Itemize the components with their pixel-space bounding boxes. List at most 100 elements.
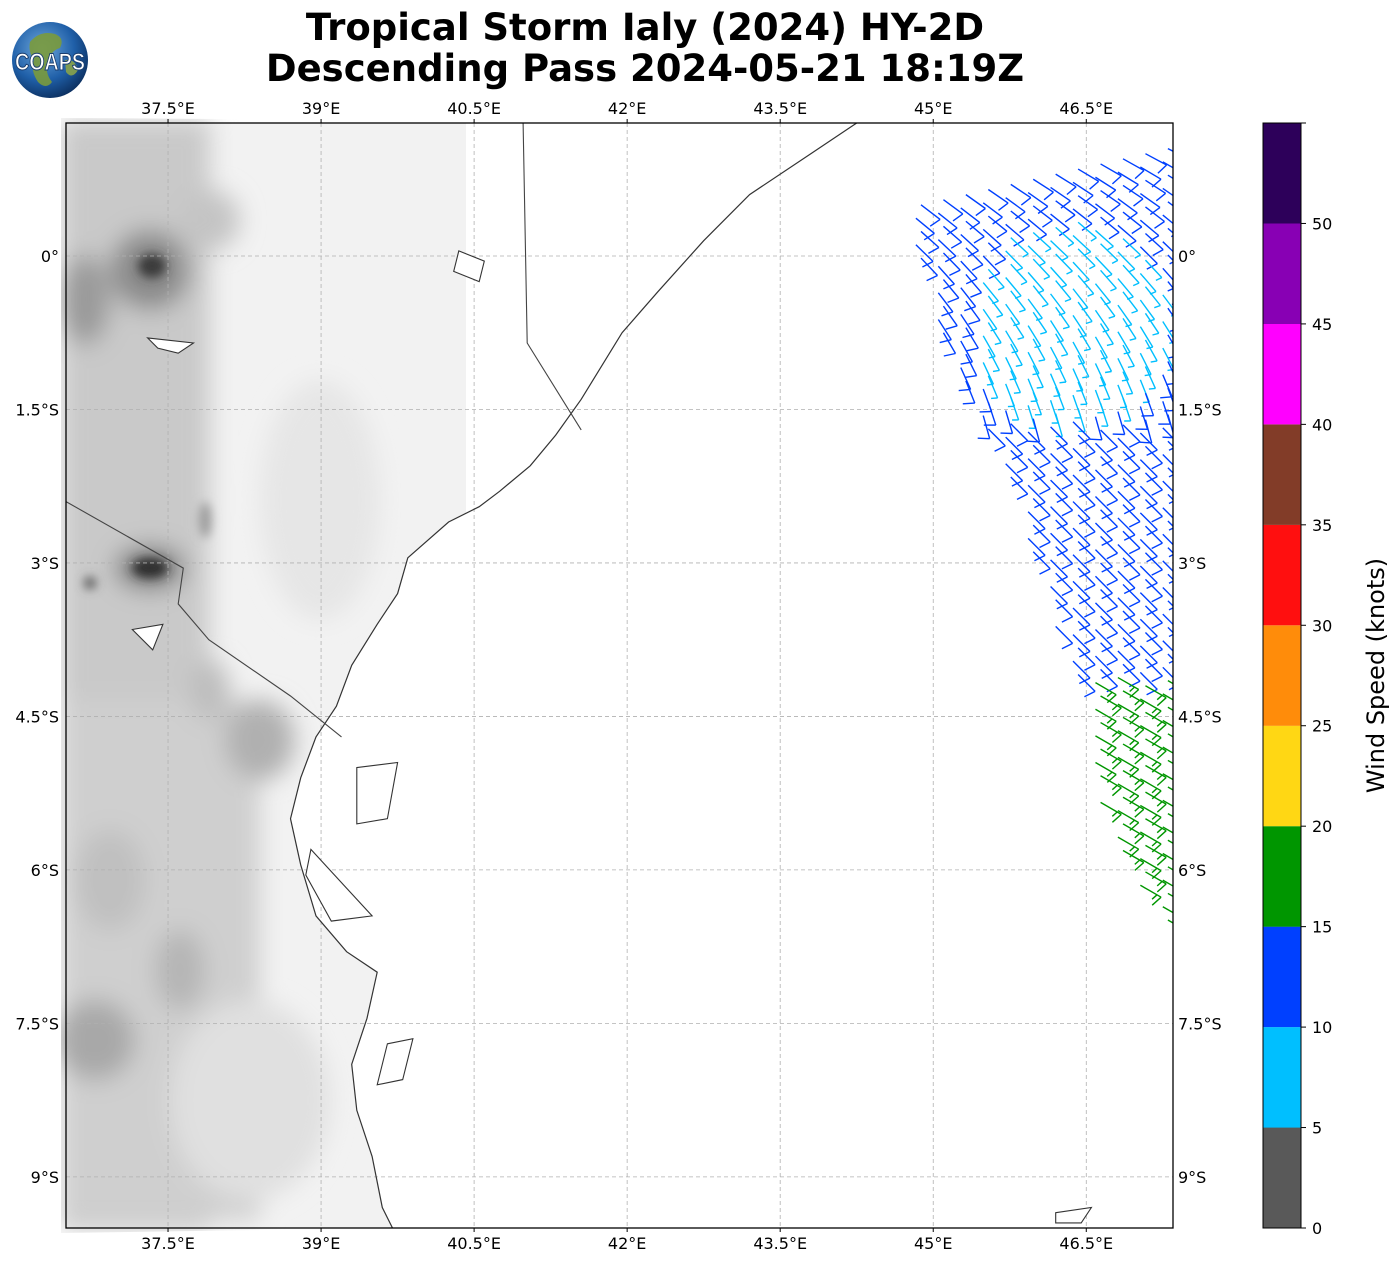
lat-tick-label-left: 7.5°S [15, 1014, 59, 1033]
wind-barb [1100, 429, 1118, 453]
lon-tick-label-bottom: 42°E [608, 1234, 646, 1253]
wind-barb [1167, 520, 1173, 528]
wind-barb [1139, 671, 1158, 696]
colorbar-bin [1263, 625, 1301, 726]
wind-barb [1072, 181, 1094, 204]
wind-barb [1167, 733, 1173, 738]
wind-barb [1032, 498, 1051, 522]
wind-barb [1049, 346, 1063, 371]
wind-barb [1032, 338, 1046, 362]
wind-barb [1162, 480, 1173, 505]
wind-barb [915, 217, 935, 241]
wind-barb [1162, 719, 1173, 728]
wind-barb [960, 313, 975, 339]
wind-barb [920, 257, 939, 282]
colorbar-tick-label: 30 [1312, 616, 1332, 635]
wind-barb [1122, 184, 1144, 207]
wind-barb [1162, 666, 1173, 691]
colorbar-label: Wind Speed (knots) [1362, 558, 1390, 793]
wind-barb [1010, 183, 1032, 206]
wind-barb [1077, 567, 1096, 592]
wind-barb [1100, 269, 1117, 292]
wind-barb [1145, 818, 1167, 840]
wind-barb [987, 188, 1009, 211]
colorbar-tick-label: 25 [1312, 717, 1332, 736]
wind-barb [987, 348, 1001, 373]
wind-barb [1162, 241, 1173, 265]
wind-barb [1055, 625, 1074, 650]
wind-barb [965, 247, 984, 271]
wind-barb [1122, 530, 1141, 555]
wind-barb [1027, 218, 1048, 242]
wind-barb [1099, 349, 1113, 374]
wind-barb [920, 230, 940, 255]
wind-barb [1010, 396, 1020, 421]
wind-barb [1077, 461, 1096, 485]
wind-barb [1055, 439, 1074, 464]
wind-barb [1050, 293, 1066, 316]
wind-barb [1117, 198, 1138, 221]
wind-barb [1077, 221, 1097, 242]
wind-barb [1100, 748, 1122, 770]
wind-barb [1032, 311, 1048, 335]
wind-barb [1144, 472, 1163, 496]
wind-barb [1077, 328, 1092, 352]
wind-barb [1055, 306, 1070, 330]
wind-barb [1055, 492, 1074, 517]
wind-barb [1144, 259, 1163, 282]
colorbar-tick-label: 10 [1312, 1018, 1332, 1037]
wind-barb [1077, 301, 1093, 325]
wind-barb [1167, 281, 1173, 306]
wind-barb [1167, 467, 1173, 474]
wind-barb [1122, 318, 1137, 341]
wind-barb [1122, 477, 1141, 502]
lat-tick-label-right: 7.5°S [1178, 1014, 1222, 1033]
wind-barb [1072, 235, 1092, 256]
wind-barb [1145, 206, 1165, 229]
wind-barb [1122, 158, 1145, 180]
wind-barb [1055, 200, 1076, 223]
wind-barb [1117, 224, 1137, 248]
wind-barb [1122, 238, 1141, 259]
wind-barb [1055, 280, 1072, 303]
wind-barb [1162, 294, 1173, 317]
wind-barb [1144, 578, 1163, 603]
wind-barb [1010, 317, 1025, 340]
lon-tick-label-top: 43.5°E [753, 99, 807, 118]
lat-tick-label-right: 6°S [1178, 861, 1206, 880]
wind-barb [962, 380, 976, 405]
wind-barb [1167, 307, 1173, 332]
wind-barb [1145, 153, 1168, 174]
wind-barb [1122, 796, 1145, 818]
wind-barb [1167, 493, 1173, 501]
wind-barb [1144, 366, 1157, 390]
wind-barb [1122, 291, 1139, 314]
wind-barb [1100, 562, 1118, 586]
wind-barb [1050, 213, 1070, 237]
wind-barb [1089, 416, 1103, 441]
wind-barb [1122, 743, 1145, 765]
wind-barb [960, 234, 979, 258]
wind-barbs [915, 147, 1173, 924]
wind-barb [1162, 906, 1173, 914]
wind-barb [1144, 286, 1161, 309]
wind-barb [1162, 587, 1173, 611]
wind-barb [1122, 344, 1135, 368]
globe-landmass-icon-2 [65, 59, 78, 76]
wind-barb [1122, 583, 1141, 608]
wind-barb [1100, 456, 1118, 480]
wind-barb [964, 353, 978, 379]
wind-barb [1139, 299, 1156, 323]
colorbar-bin [1263, 524, 1301, 626]
wind-barb [1162, 533, 1173, 558]
wind-barb [1167, 653, 1173, 661]
wind-barb [1162, 746, 1173, 754]
wind-barb [1055, 173, 1077, 196]
lat-tick-label-right: 1.5°S [1178, 400, 1222, 419]
lon-tick-label-bottom: 43.5°E [753, 1234, 807, 1253]
wind-barb [1027, 351, 1040, 376]
lon-tick-label-top: 37.5°E [141, 99, 195, 118]
wind-barb [1144, 525, 1163, 550]
wind-barb [1027, 192, 1049, 215]
